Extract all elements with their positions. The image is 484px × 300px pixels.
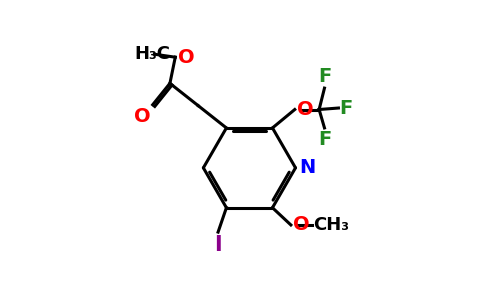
Text: N: N xyxy=(299,158,315,177)
Text: I: I xyxy=(214,235,222,255)
Text: O: O xyxy=(293,215,310,235)
Text: F: F xyxy=(339,98,352,118)
Text: CH₃: CH₃ xyxy=(314,216,349,234)
Text: F: F xyxy=(318,130,331,149)
Text: H₃C: H₃C xyxy=(135,45,170,63)
Text: O: O xyxy=(134,107,151,126)
Text: O: O xyxy=(297,100,314,119)
Text: F: F xyxy=(318,67,331,86)
Text: O: O xyxy=(178,48,194,67)
